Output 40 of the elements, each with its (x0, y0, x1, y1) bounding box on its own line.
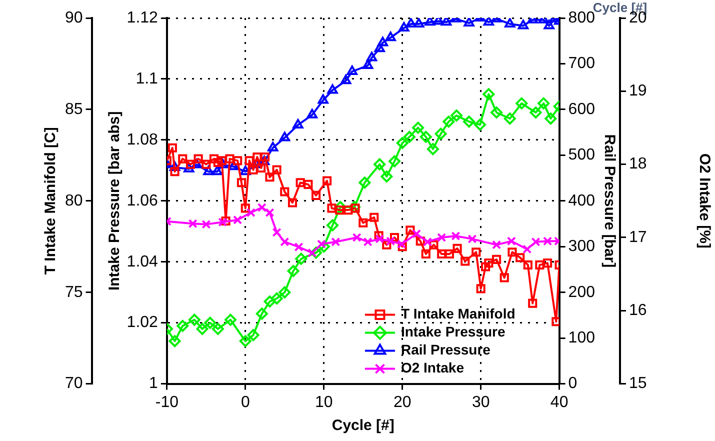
y-tick-label: 1.12 (126, 9, 158, 26)
y-axis-title: O2 Intake [%] (696, 153, 713, 248)
y2-tick-label: 85 (65, 100, 83, 118)
y3-tick-label: 500 (568, 146, 596, 164)
y2-tick-label: 80 (65, 192, 83, 210)
y-tick-label: 19 (629, 82, 647, 100)
x-tick-label: 10 (314, 394, 333, 411)
y3-axis-title: Rail Pressure [bar] (600, 134, 618, 268)
y3-tick-label: 0 (568, 375, 578, 392)
legend-label: O2 Intake (400, 360, 464, 376)
y-axis-title: Intake Pressure [bar abs] (106, 111, 123, 291)
y-tick-label: 1.02 (126, 314, 158, 332)
y-tick-label: 18 (629, 156, 647, 173)
y3-tick-label: 400 (568, 192, 596, 210)
y-tick-label: 1.06 (126, 192, 158, 210)
y-tick-label: 1.08 (126, 131, 158, 148)
x-tick-label: 0 (240, 394, 250, 411)
x-tick-label: 20 (393, 394, 412, 411)
y-tick-label: 1.04 (126, 253, 158, 270)
x-axis-title: Cycle [#] (332, 417, 394, 434)
y3-tick-label: 700 (568, 55, 596, 72)
y-tick-label: 1 (149, 375, 158, 392)
x-tick-label: 30 (472, 394, 490, 411)
y-tick-label: 15 (629, 375, 647, 392)
x-tick-label: 40 (550, 394, 568, 411)
y2-tick-label: 70 (65, 375, 83, 392)
legend-label: Intake Pressure (400, 324, 506, 340)
x-tick-label: -10 (155, 394, 179, 411)
y-tick-label: 16 (629, 302, 647, 320)
y2-tick-label: 75 (65, 284, 83, 301)
y3-tick-label: 300 (568, 238, 596, 256)
y-tick-label: 1.1 (136, 70, 158, 88)
legend-label: Rail Pressure (400, 342, 491, 358)
y3-tick-label: 600 (568, 100, 596, 118)
y2-axis-title: T Intake Manifold [C] (42, 127, 60, 275)
legend-label: T Intake Manifold (400, 306, 516, 322)
y2-tick-label: 90 (65, 9, 83, 26)
y3-tick-label: 200 (568, 284, 596, 301)
y3-tick-label: 100 (568, 329, 596, 346)
y-tick-label: 17 (629, 228, 647, 246)
